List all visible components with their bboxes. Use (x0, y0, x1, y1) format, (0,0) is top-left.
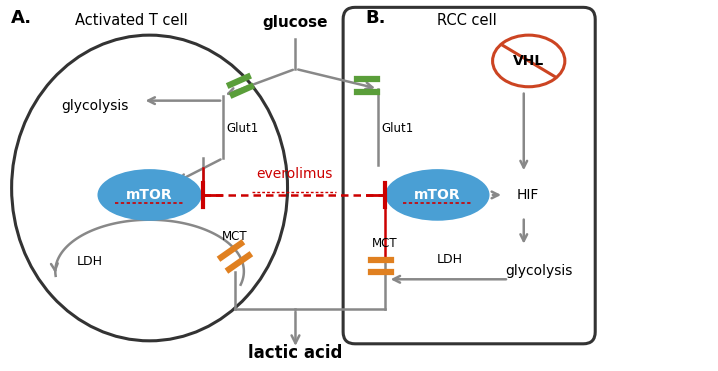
Text: everolimus: everolimus (256, 167, 332, 181)
Text: VHL: VHL (513, 54, 544, 68)
Text: LDH: LDH (437, 253, 462, 266)
Text: Activated T cell: Activated T cell (75, 13, 188, 28)
Text: RCC cell: RCC cell (437, 13, 497, 28)
Text: MCT: MCT (372, 237, 398, 250)
Text: Glut1: Glut1 (226, 122, 258, 135)
Text: A.: A. (11, 9, 32, 27)
Text: MCT: MCT (222, 230, 248, 243)
Text: lactic acid: lactic acid (248, 344, 342, 362)
Text: LDH: LDH (77, 255, 103, 268)
Ellipse shape (386, 169, 490, 221)
Text: HIF: HIF (517, 188, 539, 202)
Text: glycolysis: glycolysis (505, 265, 572, 278)
Text: mTOR: mTOR (414, 188, 461, 202)
Text: glucose: glucose (263, 15, 328, 30)
Text: mTOR: mTOR (126, 188, 173, 202)
Text: glycolysis: glycolysis (61, 99, 129, 113)
Ellipse shape (98, 169, 202, 221)
Text: Glut1: Glut1 (382, 122, 414, 135)
Text: B.: B. (365, 9, 386, 27)
